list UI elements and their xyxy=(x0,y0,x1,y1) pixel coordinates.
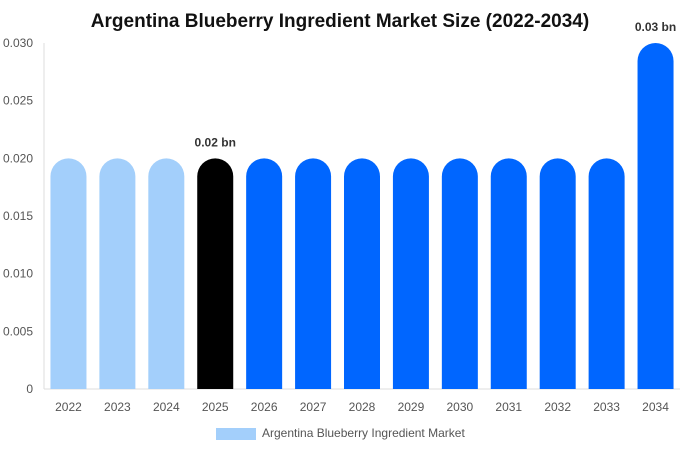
x-tick-label: 2030 xyxy=(446,400,473,414)
legend-label: Argentina Blueberry Ingredient Market xyxy=(262,426,465,440)
bar-2028 xyxy=(344,158,380,389)
x-tick-label: 2026 xyxy=(251,400,278,414)
data-labels: 0.02 bn 0.03 bn xyxy=(195,20,677,149)
bar-2029 xyxy=(392,158,429,389)
x-tick-label: 2034 xyxy=(642,400,669,414)
y-axis-ticks: 0 0.005 0.010 0.015 0.020 0.025 0.030 xyxy=(3,36,33,396)
x-tick-label: 2032 xyxy=(544,400,571,414)
bar-2032 xyxy=(539,158,576,389)
x-tick-label: 2033 xyxy=(593,400,620,414)
bar-2027 xyxy=(295,158,332,389)
y-tick-label: 0.025 xyxy=(3,94,33,108)
x-axis-ticks: 2022 2023 2024 2025 2026 2027 2028 2029 2030 2031… xyxy=(55,400,669,414)
bar-2025 xyxy=(197,158,234,389)
y-tick-label: 0 xyxy=(26,382,33,396)
bar-2023 xyxy=(99,158,136,389)
bar-2034 xyxy=(637,43,674,389)
x-tick-label: 2031 xyxy=(495,400,522,414)
legend-swatch xyxy=(216,428,256,440)
bar-2030 xyxy=(441,158,478,389)
x-tick-label: 2022 xyxy=(55,400,82,414)
legend: Argentina Blueberry Ingredient Market xyxy=(216,426,465,440)
x-tick-label: 2025 xyxy=(202,400,229,414)
x-tick-label: 2024 xyxy=(153,400,180,414)
x-tick-label: 2023 xyxy=(104,400,131,414)
x-tick-label: 2028 xyxy=(349,400,376,414)
y-tick-label: 0.030 xyxy=(3,36,33,50)
bar-2024 xyxy=(148,158,185,389)
chart-title: Argentina Blueberry Ingredient Market Si… xyxy=(91,11,589,32)
bars xyxy=(50,43,674,389)
y-tick-label: 0.005 xyxy=(3,324,33,338)
bar-2031 xyxy=(490,158,527,389)
data-label: 0.03 bn xyxy=(635,20,676,34)
bar-2033 xyxy=(588,158,625,389)
bar-2022 xyxy=(50,158,87,389)
x-tick-label: 2027 xyxy=(300,400,327,414)
x-tick-label: 2029 xyxy=(398,400,425,414)
y-tick-label: 0.015 xyxy=(3,209,33,223)
bar-2026 xyxy=(246,158,283,389)
data-label: 0.02 bn xyxy=(195,135,236,149)
y-tick-label: 0.020 xyxy=(3,151,33,165)
y-tick-label: 0.010 xyxy=(3,267,33,281)
